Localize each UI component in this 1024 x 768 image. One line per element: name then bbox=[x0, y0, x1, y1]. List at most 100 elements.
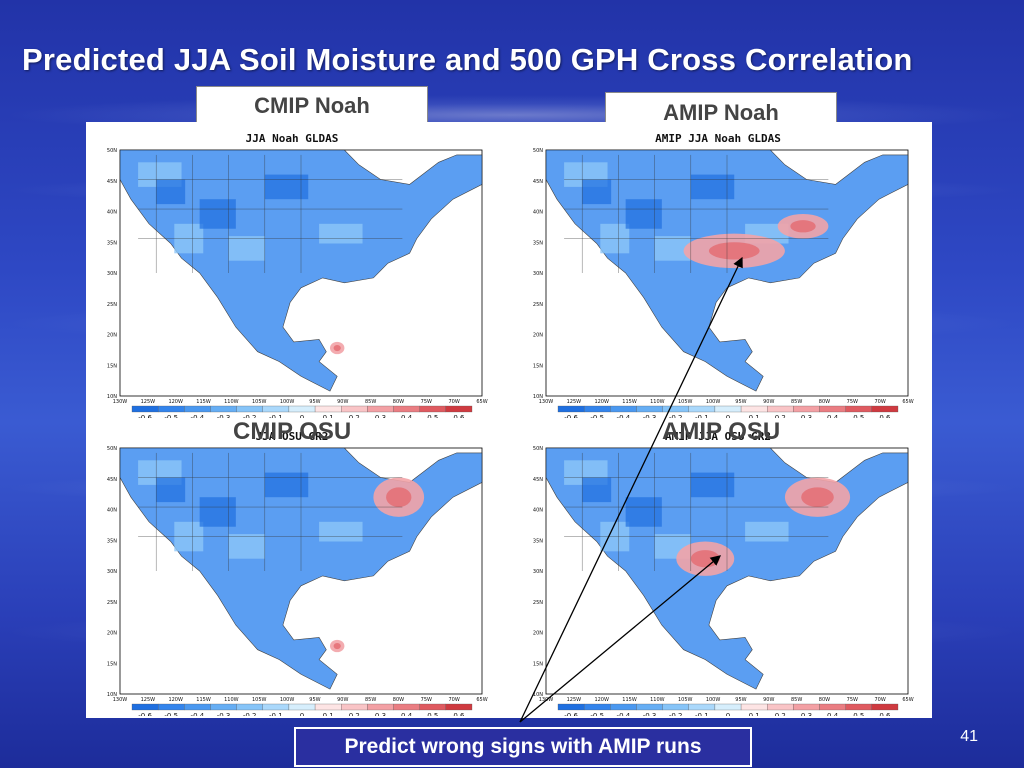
colorbar-swatch bbox=[819, 405, 846, 413]
lon-tick-label: 120W bbox=[168, 697, 183, 703]
light-patch bbox=[319, 521, 363, 542]
lat-tick-label: 30N bbox=[107, 271, 117, 277]
callout-box: Predict wrong signs with AMIP runs bbox=[294, 727, 752, 767]
colorbar-label: 0.1 bbox=[323, 712, 334, 716]
lat-tick-label: 25N bbox=[533, 600, 543, 606]
colorbar-label: 0.3 bbox=[375, 414, 386, 418]
colorbar-swatch bbox=[793, 703, 820, 711]
colorbar-label: -0.4 bbox=[617, 414, 631, 418]
lon-tick-label: 85W bbox=[365, 697, 376, 703]
lon-tick-label: 100W bbox=[706, 399, 721, 405]
panel-title: JJA OSU GR2 bbox=[256, 430, 329, 443]
colorbar-swatch bbox=[367, 703, 394, 711]
label-cmip-noah: CMIP Noah bbox=[254, 93, 370, 118]
colorbar-swatch bbox=[610, 703, 637, 711]
lon-tick-label: 85W bbox=[791, 399, 802, 405]
lat-tick-label: 45N bbox=[533, 477, 543, 483]
lon-tick-label: 90W bbox=[337, 697, 348, 703]
colorbar-label: 0.3 bbox=[375, 712, 386, 716]
colorbar-label: -0.6 bbox=[564, 712, 578, 716]
colorbar-label: -0.6 bbox=[564, 414, 578, 418]
dark-patch bbox=[264, 472, 309, 498]
lon-tick-label: 130W bbox=[539, 399, 554, 405]
colorbar-label: -0.3 bbox=[643, 414, 657, 418]
colorbar-swatch bbox=[158, 405, 185, 413]
lon-tick-label: 105W bbox=[252, 697, 267, 703]
lat-tick-label: 50N bbox=[107, 148, 117, 154]
lon-tick-label: 75W bbox=[847, 697, 858, 703]
light-patch bbox=[228, 534, 265, 559]
dark-patch bbox=[690, 472, 735, 498]
colorbar-swatch bbox=[871, 703, 899, 711]
lon-tick-label: 95W bbox=[309, 399, 320, 405]
colorbar-label: 0.2 bbox=[349, 414, 360, 418]
colorbar-swatch bbox=[262, 703, 290, 711]
colorbar-swatch bbox=[210, 703, 237, 711]
lat-tick-label: 40N bbox=[107, 210, 117, 216]
colorbar-label: -0.6 bbox=[138, 712, 152, 716]
dark-patch bbox=[199, 497, 236, 527]
lat-tick-label: 15N bbox=[107, 363, 117, 369]
colorbar-label: 0.4 bbox=[827, 712, 839, 716]
lon-tick-label: 120W bbox=[594, 399, 609, 405]
lon-tick-label: 95W bbox=[309, 697, 320, 703]
colorbar-swatch bbox=[419, 405, 446, 413]
colorbar-swatch bbox=[793, 405, 820, 413]
positive-core bbox=[708, 242, 760, 260]
colorbar-label: -0.1 bbox=[269, 712, 283, 716]
dark-patch bbox=[156, 477, 186, 503]
colorbar-label: 0.1 bbox=[749, 414, 760, 418]
colorbar-swatch bbox=[740, 405, 768, 413]
figure-canvas: JJA Noah GLDAS 50N 45N 40N 35N 30N 25N 20N 15N 10… bbox=[86, 122, 932, 718]
colorbar-label: 0.2 bbox=[775, 712, 786, 716]
colorbar-swatch bbox=[131, 405, 159, 413]
lon-tick-label: 120W bbox=[594, 697, 609, 703]
colorbar-swatch bbox=[557, 405, 585, 413]
lat-tick-label: 50N bbox=[533, 148, 543, 154]
lat-tick-label: 50N bbox=[533, 446, 543, 452]
dark-patch bbox=[199, 199, 236, 229]
colorbar-label: 0.2 bbox=[775, 414, 786, 418]
colorbar-swatch bbox=[419, 703, 446, 711]
colorbar-swatch bbox=[557, 703, 585, 711]
dark-patch bbox=[582, 179, 612, 205]
colorbar-swatch bbox=[184, 405, 211, 413]
positive-core bbox=[386, 487, 412, 508]
lon-tick-label: 130W bbox=[113, 399, 128, 405]
lon-tick-label: 100W bbox=[280, 697, 295, 703]
colorbar-label: -0.1 bbox=[695, 712, 709, 716]
lon-tick-label: 130W bbox=[113, 697, 128, 703]
colorbar-swatch bbox=[662, 703, 689, 711]
colorbar-swatch bbox=[636, 703, 663, 711]
colorbar-swatch bbox=[341, 703, 368, 711]
colorbar-label: 0.5 bbox=[853, 414, 864, 418]
lon-tick-label: 105W bbox=[252, 399, 267, 405]
colorbar-label: 0.4 bbox=[827, 414, 839, 418]
lon-tick-label: 70W bbox=[448, 697, 459, 703]
light-patch bbox=[745, 521, 789, 542]
colorbar-label: -0.5 bbox=[164, 414, 178, 418]
label-cmip-osu: CMIP OSU bbox=[233, 418, 352, 445]
positive-core bbox=[690, 550, 720, 568]
panel-amip-osu: AMIP JJA OSU GR2 50N 45N 40N 35N 30N 25N 20N 15N… bbox=[518, 426, 918, 716]
colorbar-swatch bbox=[688, 703, 716, 711]
colorbar-label: -0.2 bbox=[669, 712, 683, 716]
colorbar-swatch bbox=[714, 405, 742, 413]
colorbar-swatch bbox=[767, 703, 794, 711]
lat-tick-label: 15N bbox=[533, 363, 543, 369]
colorbar-swatch bbox=[445, 405, 473, 413]
lat-tick-label: 40N bbox=[533, 508, 543, 514]
lon-tick-label: 100W bbox=[706, 697, 721, 703]
lon-tick-label: 125W bbox=[567, 399, 582, 405]
lon-tick-label: 65W bbox=[902, 697, 913, 703]
colorbar-label: 0.5 bbox=[427, 712, 438, 716]
colorbar-label: -0.3 bbox=[217, 712, 231, 716]
slide-title: Predicted JJA Soil Moisture and 500 GPH … bbox=[22, 42, 913, 77]
colorbar-swatch bbox=[845, 703, 872, 711]
colorbar-swatch bbox=[819, 703, 846, 711]
lon-tick-label: 115W bbox=[622, 697, 637, 703]
lon-tick-label: 110W bbox=[650, 697, 665, 703]
lon-tick-label: 65W bbox=[476, 697, 487, 703]
lat-tick-label: 45N bbox=[533, 179, 543, 185]
colorbar-label: 0 bbox=[726, 712, 730, 716]
